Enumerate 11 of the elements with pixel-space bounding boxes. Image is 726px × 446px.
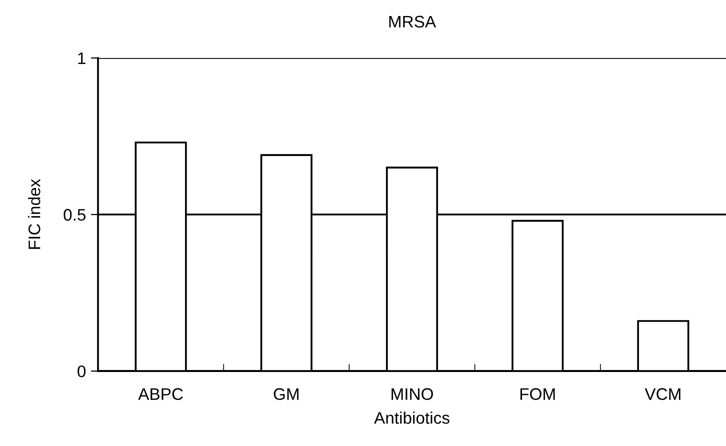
y-axis-title: FIC index xyxy=(28,179,40,249)
x-tick-label: VCM xyxy=(644,388,680,400)
y-tick-label: 1 xyxy=(78,52,86,64)
chart-title: MRSA xyxy=(389,16,436,28)
x-tick-label: FOM xyxy=(520,388,555,400)
x-tick-label: GM xyxy=(274,388,298,400)
x-tick-label: MINO xyxy=(392,388,433,400)
x-axis-title: Antibiotics xyxy=(374,412,450,424)
y-tick-label: 0.5 xyxy=(64,208,86,221)
y-tick-label: 0 xyxy=(78,365,86,378)
x-tick-label: ABPC xyxy=(138,388,183,400)
